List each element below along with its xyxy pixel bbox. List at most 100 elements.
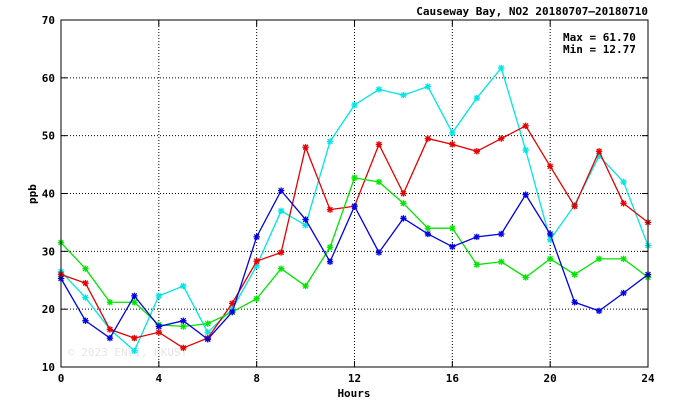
data-point xyxy=(449,225,456,232)
data-point xyxy=(375,249,383,256)
y-tick-label: 70 xyxy=(42,14,55,27)
data-point xyxy=(449,141,456,148)
data-point xyxy=(620,255,627,263)
data-point xyxy=(229,300,236,307)
series-4 xyxy=(57,187,652,343)
data-point xyxy=(351,101,358,109)
data-point xyxy=(473,148,480,155)
y-tick-label: 60 xyxy=(42,72,55,85)
data-point xyxy=(131,334,138,342)
chart-title: Causeway Bay, NO2 20180707–20180710 xyxy=(416,5,648,18)
data-point xyxy=(326,244,334,251)
data-point xyxy=(424,230,432,238)
data-point xyxy=(424,225,432,232)
data-point xyxy=(351,174,358,182)
data-point xyxy=(302,282,309,290)
data-point xyxy=(180,317,187,324)
data-point xyxy=(277,265,285,272)
data-point xyxy=(277,187,285,194)
grid xyxy=(61,20,648,367)
data-point xyxy=(473,261,480,268)
data-point xyxy=(131,292,138,300)
data-point xyxy=(522,146,529,154)
data-point xyxy=(400,190,407,197)
data-point xyxy=(277,249,285,256)
data-point xyxy=(595,307,603,315)
data-point xyxy=(155,292,163,300)
data-point xyxy=(229,308,236,316)
data-point xyxy=(326,206,334,213)
data-point xyxy=(302,222,309,229)
data-point xyxy=(522,274,529,281)
data-point xyxy=(522,122,529,130)
data-point xyxy=(522,191,529,198)
x-tick-label: 8 xyxy=(253,372,260,385)
data-point xyxy=(302,216,309,223)
y-tick-label: 20 xyxy=(42,303,55,316)
x-tick-label: 4 xyxy=(156,372,163,385)
y-tick-label: 10 xyxy=(42,361,55,374)
data-point xyxy=(375,178,383,186)
data-point xyxy=(375,141,383,148)
x-tick-label: 0 xyxy=(58,372,65,385)
min-label: Min = 12.77 xyxy=(563,43,636,56)
x-tick-label: 16 xyxy=(446,372,460,385)
data-point xyxy=(106,334,114,342)
data-point xyxy=(106,299,114,306)
series-2 xyxy=(57,122,652,352)
watermark: © 2023 ENVI, HKUST xyxy=(68,346,188,359)
data-point xyxy=(253,233,260,241)
data-point xyxy=(400,91,407,99)
data-point xyxy=(498,135,505,142)
data-point xyxy=(473,94,480,102)
y-tick-label: 40 xyxy=(42,188,55,201)
data-point xyxy=(204,336,211,343)
data-point xyxy=(571,271,578,278)
data-point xyxy=(131,299,138,306)
data-point xyxy=(546,230,554,238)
x-tick-label: 20 xyxy=(544,372,557,385)
data-point xyxy=(131,347,138,355)
data-point xyxy=(82,279,89,287)
max-label: Max = 61.70 xyxy=(563,31,636,44)
data-point xyxy=(546,163,554,170)
data-point xyxy=(82,265,89,272)
data-point xyxy=(82,294,89,301)
x-tick-label: 24 xyxy=(641,372,655,385)
data-point xyxy=(449,129,456,136)
y-axis-label: ppb xyxy=(26,184,39,204)
data-point xyxy=(180,344,187,352)
data-point xyxy=(620,200,627,207)
x-axis-label: Hours xyxy=(337,387,370,400)
data-point xyxy=(180,323,187,330)
data-point xyxy=(375,86,383,93)
data-point xyxy=(326,138,334,145)
data-point xyxy=(424,135,432,142)
x-tick-label: 12 xyxy=(348,372,361,385)
data-point xyxy=(571,203,578,210)
data-point xyxy=(82,317,89,324)
data-point xyxy=(277,207,285,215)
data-point xyxy=(546,255,554,263)
data-point xyxy=(204,320,211,327)
data-point xyxy=(473,233,480,241)
y-tick-label: 30 xyxy=(42,245,55,258)
data-point xyxy=(424,83,432,90)
data-point xyxy=(498,258,505,265)
series-group xyxy=(57,64,652,355)
data-point xyxy=(620,289,627,297)
data-point xyxy=(449,243,456,250)
data-point xyxy=(204,329,211,336)
data-point xyxy=(498,230,505,238)
data-point xyxy=(106,326,114,333)
data-point xyxy=(253,257,260,265)
data-point xyxy=(620,178,627,186)
data-point xyxy=(571,299,578,306)
data-point xyxy=(155,323,163,330)
y-tick-label: 50 xyxy=(42,130,55,143)
data-point xyxy=(302,144,309,151)
data-point xyxy=(595,255,603,263)
data-point xyxy=(400,200,407,207)
data-point xyxy=(180,282,187,290)
